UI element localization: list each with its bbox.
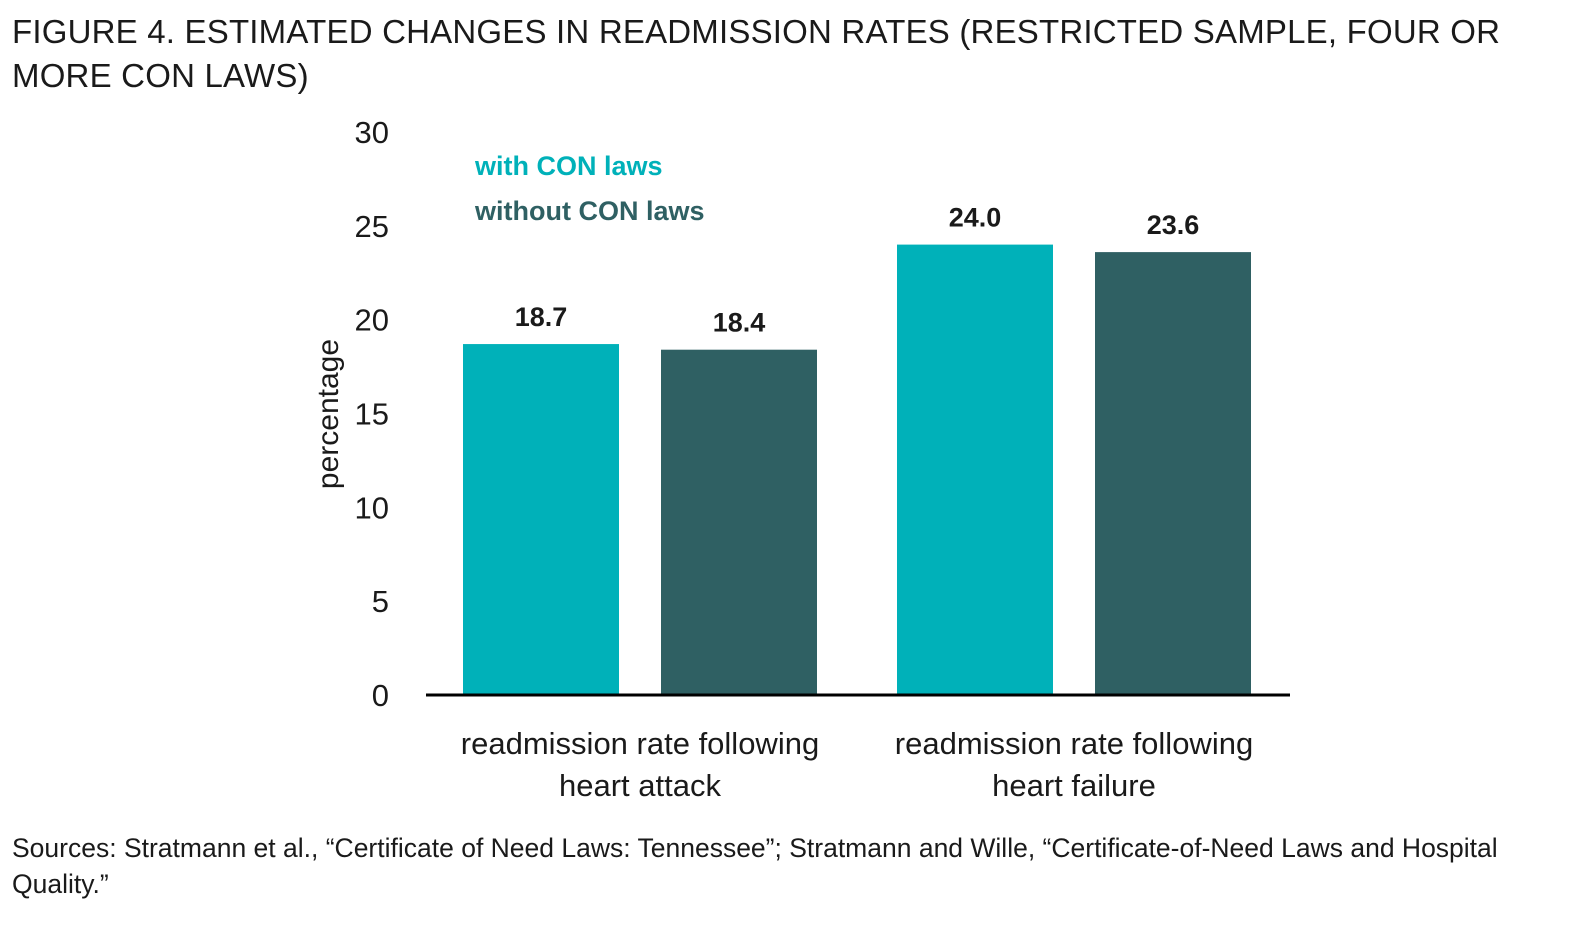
x-axis-category-labels: readmission rate following heart attack re… [461, 726, 1253, 803]
bar-value-label: 18.4 [713, 308, 766, 338]
y-tick-label: 0 [372, 678, 389, 713]
bar [463, 344, 619, 695]
x-category-label: heart failure [992, 768, 1156, 803]
y-tick-label: 10 [355, 490, 389, 525]
y-axis-label: percentage [312, 339, 345, 489]
y-tick-label: 15 [355, 397, 389, 432]
y-axis-ticks: 0 5 10 15 20 25 30 [355, 115, 389, 713]
x-category-label: heart attack [559, 768, 721, 803]
y-tick-label: 25 [355, 209, 389, 244]
bar-value-label: 24.0 [949, 203, 1002, 233]
y-tick-label: 30 [355, 115, 389, 150]
sources-note: Sources: Stratmann et al., “Certificate … [12, 833, 1498, 899]
y-tick-label: 5 [372, 584, 389, 619]
chart-title: FIGURE 4. ESTIMATED CHANGES IN READMISSI… [12, 13, 1501, 94]
bar [661, 349, 817, 695]
bars [463, 244, 1251, 695]
bar [1095, 252, 1251, 695]
bar-value-label: 18.7 [515, 302, 568, 332]
bar-value-label: 23.6 [1147, 210, 1200, 240]
bar-value-labels: 18.7 18.4 24.0 23.6 [515, 203, 1200, 338]
legend-item: without CON laws [474, 196, 705, 226]
legend-item: with CON laws [474, 151, 663, 181]
x-category-label: readmission rate following [895, 726, 1253, 761]
x-category-label: readmission rate following [461, 726, 819, 761]
legend: with CON laws without CON laws [474, 151, 705, 226]
bar [897, 244, 1053, 695]
y-tick-label: 20 [355, 303, 389, 338]
